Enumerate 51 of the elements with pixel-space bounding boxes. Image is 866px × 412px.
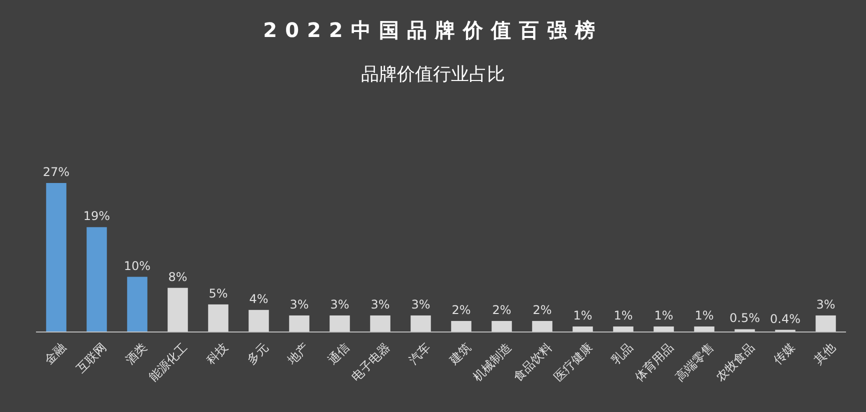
data-label: 2% bbox=[452, 302, 471, 317]
data-label: 5% bbox=[208, 286, 228, 300]
data-label: 2% bbox=[492, 302, 512, 317]
x-tick-label: 医疗健康 bbox=[551, 340, 596, 384]
bar bbox=[86, 227, 107, 332]
data-label: 8% bbox=[168, 270, 188, 284]
x-tick-label: 其他 bbox=[811, 340, 838, 368]
data-label: 10% bbox=[124, 258, 151, 273]
data-label: 3% bbox=[370, 297, 390, 312]
data-label: 4% bbox=[249, 292, 268, 306]
x-tick-label: 科技 bbox=[204, 340, 231, 368]
x-tick-label: 多元 bbox=[244, 340, 272, 368]
data-label: 3% bbox=[330, 297, 350, 312]
bar bbox=[572, 326, 593, 332]
data-label: 2% bbox=[532, 302, 552, 317]
data-label: 3% bbox=[290, 297, 309, 312]
bar bbox=[127, 276, 148, 332]
bar bbox=[451, 320, 472, 332]
bar bbox=[330, 315, 350, 332]
data-label: 3% bbox=[411, 297, 430, 312]
bar bbox=[492, 320, 512, 332]
bar bbox=[370, 315, 390, 332]
bar bbox=[694, 326, 714, 332]
data-label: 3% bbox=[816, 297, 836, 312]
x-tick-label: 汽车 bbox=[406, 340, 434, 368]
bar bbox=[816, 315, 836, 332]
data-label: 19% bbox=[83, 209, 110, 224]
bar bbox=[46, 183, 66, 332]
bar bbox=[208, 304, 228, 332]
bar bbox=[613, 326, 634, 332]
data-label: 1% bbox=[694, 308, 714, 322]
x-tick-label: 地产 bbox=[284, 340, 312, 368]
data-label: 0.5% bbox=[730, 311, 760, 326]
x-tick-label: 传媒 bbox=[770, 340, 798, 368]
bar bbox=[289, 315, 310, 332]
bar bbox=[248, 310, 269, 332]
data-label: 0.4% bbox=[770, 312, 800, 326]
bar bbox=[532, 320, 552, 332]
data-label: 1% bbox=[573, 308, 592, 322]
bar bbox=[168, 288, 188, 332]
chart-subtitle: 品牌价值行业占比 bbox=[361, 64, 505, 85]
data-label: 1% bbox=[654, 308, 674, 322]
bar bbox=[654, 326, 674, 332]
x-tick-label: 互联网 bbox=[74, 340, 110, 376]
bar bbox=[734, 329, 755, 332]
x-tick-label: 金融 bbox=[42, 340, 69, 368]
chart-title: 2022中国品牌价值百强榜 bbox=[263, 18, 603, 42]
x-tick-label: 建筑 bbox=[446, 340, 474, 368]
data-label: 27% bbox=[42, 165, 70, 179]
bar bbox=[410, 315, 431, 332]
data-label: 1% bbox=[614, 308, 633, 322]
